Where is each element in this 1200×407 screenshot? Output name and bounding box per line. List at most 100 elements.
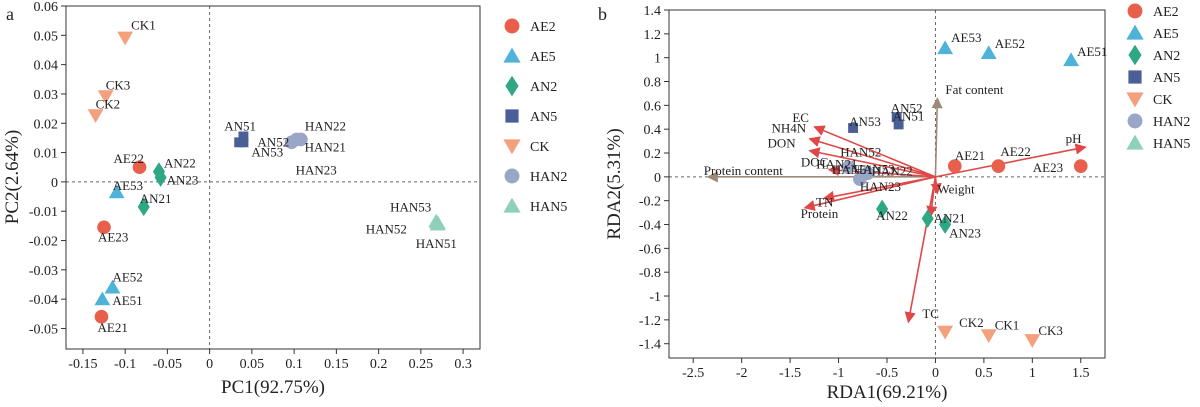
point-ae5 [104, 279, 121, 294]
b-ytick-label: 1.2 [644, 28, 662, 43]
panel-b-legend: AE2 AE5 AN2 AN5 CK HAN2 HAN5 [1126, 3, 1190, 152]
a-ytick-label: 0.05 [34, 29, 59, 44]
point-ck [117, 31, 134, 46]
b-xtick-label: 1.5 [1072, 366, 1090, 381]
annotation-label: HAN52 [366, 221, 407, 236]
annotation-label: AN21 [934, 211, 966, 226]
annotation-label: EC [792, 110, 809, 125]
arrow-nh4n [808, 136, 936, 178]
a-xtick-label: 0.1 [285, 357, 303, 372]
b-xtick-label: 0 [932, 366, 939, 381]
legend-marker-an2 [1128, 44, 1142, 66]
annotation-label: pH [1066, 131, 1082, 146]
a-ytick-label: -0.01 [29, 205, 58, 220]
legend-marker-ck [1126, 92, 1144, 108]
legend-marker-han5 [503, 197, 521, 213]
annotation-label: HAN22 [872, 163, 913, 178]
a-xtick-label: -0.05 [153, 357, 182, 372]
annotation-label: AE53 [951, 30, 981, 45]
legend-label: AN5 [1153, 71, 1180, 86]
annotation-label: CK1 [131, 18, 156, 33]
point-an2 [137, 197, 150, 217]
legend-label: HAN5 [530, 200, 567, 215]
b-ytick-label: -1.2 [639, 314, 661, 329]
arrow-tn [822, 176, 936, 202]
point-ae5 [937, 40, 954, 55]
annotation-label: AN51 [893, 108, 925, 123]
annotation-label: AE22 [114, 151, 144, 166]
arrow-tc [904, 176, 937, 324]
point-an2 [876, 199, 889, 219]
b-ytick-label: 0.6 [644, 99, 662, 114]
annotation-label: CK3 [1038, 323, 1063, 338]
legend-label: AE5 [1153, 27, 1179, 42]
a-ytick-label: -0.02 [29, 235, 58, 250]
a-ytick-label: 0.01 [34, 147, 59, 162]
a-xtick-label: 0.15 [324, 357, 349, 372]
annotation-label: CK2 [959, 315, 984, 330]
a-ytick-label: 0 [51, 176, 58, 191]
point-an5 [893, 119, 904, 130]
annotation-label: TN [816, 194, 834, 209]
legend-marker-han2 [504, 168, 520, 184]
b-ytick-label: 0.2 [644, 147, 662, 162]
arrow-ec [813, 125, 936, 178]
point-ck [937, 325, 954, 340]
point-han2 [294, 132, 308, 147]
b-xtick-label: -2.5 [682, 366, 704, 381]
point-han5 [429, 215, 446, 229]
legend-marker-an5 [1128, 70, 1142, 84]
annotation-label: AN23 [949, 226, 981, 241]
annotation-label: AE23 [1033, 160, 1063, 175]
point-ae2 [132, 160, 147, 175]
annotation-label: CK3 [106, 77, 131, 92]
legend-label: AN5 [530, 110, 557, 125]
b-xtick-label: -1 [833, 366, 845, 381]
point-han2 [860, 166, 875, 181]
legend-label: AE2 [1153, 5, 1179, 20]
point-ae2 [94, 309, 109, 324]
legend-marker-ae5 [1126, 24, 1144, 40]
b-xtick-label: -1.5 [779, 366, 801, 381]
annotation-label: AE21 [955, 148, 985, 163]
annotation-label: AN52 [257, 134, 289, 149]
b-xtick-label: -2 [736, 366, 748, 381]
legend-marker-ae2 [504, 18, 520, 34]
a-xtick-label: 0.05 [240, 357, 265, 372]
point-han2 [841, 160, 856, 175]
b-ytick-label: -1.4 [639, 338, 661, 353]
a-ytick-label: 0.02 [34, 117, 59, 132]
annotation-label: AE51 [112, 293, 142, 308]
annotation-label: HAN53 [854, 161, 895, 176]
annotation-label: DON [767, 136, 796, 151]
annotation-label: AN51 [224, 118, 256, 133]
b-ytick-label: -0.2 [639, 195, 661, 210]
legend-label: AN2 [530, 80, 557, 95]
legend-marker-han5 [1126, 134, 1144, 150]
legend-marker-ck [503, 139, 521, 155]
point-an2 [921, 209, 934, 228]
b-xtick-label: -0.5 [876, 366, 898, 381]
b-ytick-label: 0.8 [644, 76, 662, 91]
panel-b-rda: b -2.5 -2 -1.5 -1 -0.5 0 0.5 1 1.5 -1.4 -1.2 -1 -0.… [598, 3, 1190, 403]
b-ytick-label: -0.6 [639, 242, 661, 257]
legend-label: HAN5 [1153, 137, 1190, 152]
panel-a-plot-frame [65, 5, 481, 350]
arrow-an21 [926, 176, 938, 218]
a-xtick-label: 0.25 [409, 357, 434, 372]
a-ytick-label: 0.03 [34, 88, 59, 103]
annotation-label: HAN52 [840, 144, 881, 159]
point-ae2 [991, 159, 1006, 173]
annotation-label: HAN53 [390, 199, 431, 214]
annotation-label: AN52 [891, 100, 923, 115]
a-xtick-label: 0 [206, 357, 213, 372]
legend-label: AE2 [530, 20, 556, 35]
arrow-fat-content [931, 97, 943, 177]
annotation-label: DOC [801, 155, 828, 170]
point-ae5 [980, 45, 997, 59]
annotation-label: CK1 [995, 317, 1020, 332]
b-ytick-label: -0.4 [639, 219, 661, 234]
annotation-label: AE22 [1000, 144, 1030, 159]
arrow-don [808, 147, 936, 178]
